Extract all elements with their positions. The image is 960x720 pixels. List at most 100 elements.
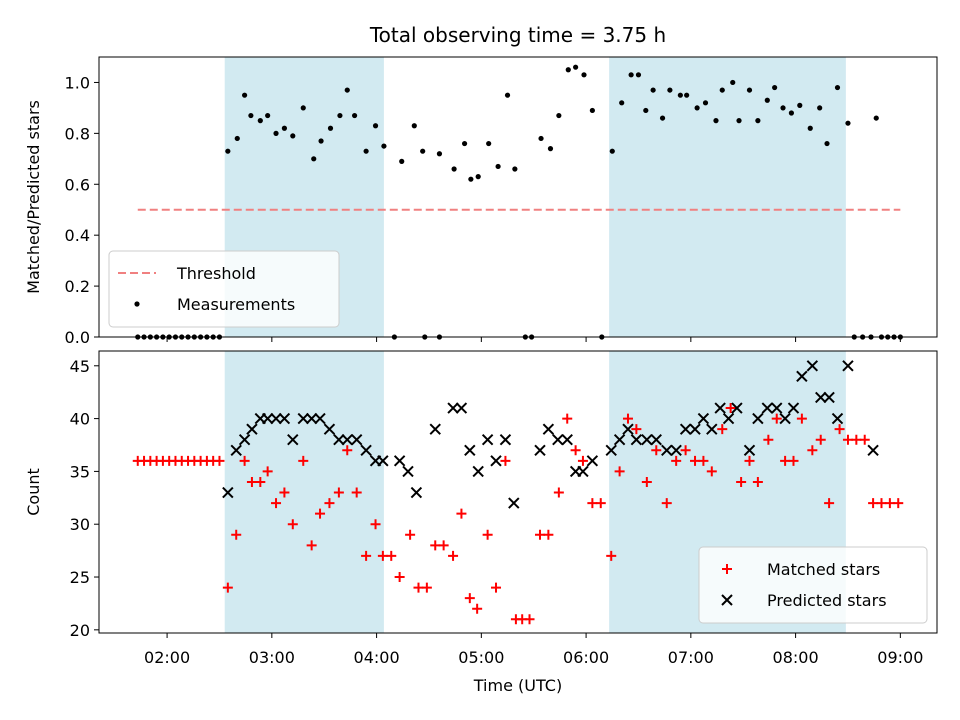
matched-stars-point (377, 550, 388, 561)
matched-stars-point (491, 582, 502, 593)
matched-stars-point (448, 550, 459, 561)
predicted-stars-point (360, 444, 372, 456)
measurements-point (451, 166, 457, 172)
matched-stars-point (842, 434, 853, 445)
measurements-point (824, 140, 830, 147)
legend: Threshold Measurements (108, 250, 340, 328)
y-tick-label: 0.0 (65, 328, 90, 347)
measurements-point (788, 110, 794, 116)
measurements-point (643, 107, 649, 114)
matched-stars-point (315, 508, 326, 519)
x-tick-label: 03:00 (249, 648, 295, 667)
legend-label: Measurements (177, 295, 295, 314)
matched-stars-point (324, 498, 335, 509)
predicted-stars-point (605, 444, 617, 456)
measurements-point (684, 92, 690, 98)
measurements-point (318, 138, 324, 144)
matched-stars-point (456, 508, 467, 519)
measurements-point (667, 87, 673, 93)
measurements-point (573, 64, 579, 70)
predicted-stars-point (771, 402, 783, 414)
predicted-stars-point (831, 412, 844, 425)
measurements-point (730, 79, 736, 86)
y-tick-label: 25 (70, 568, 90, 587)
measurements-point (677, 92, 683, 98)
y-tick-label: 20 (70, 621, 90, 640)
matched-stars-point (725, 403, 736, 414)
matched-stars-point (641, 476, 652, 487)
predicted-stars-point (796, 370, 808, 383)
measurements-point (495, 163, 501, 170)
predicted-stars-point (499, 434, 512, 446)
measurements-point (461, 140, 468, 147)
matched-stars-point (464, 593, 475, 604)
measurements-point (719, 87, 725, 93)
matched-stars-point (553, 487, 564, 498)
measurements-point (797, 102, 803, 108)
matched-stars-point (796, 413, 807, 424)
x-tick-label: 06:00 (563, 648, 609, 667)
predicted-stars-point (377, 455, 389, 467)
predicted-stars-point (842, 360, 854, 372)
measurements-point (736, 118, 742, 124)
predicted-stars-point (697, 412, 710, 425)
matched-stars-point (763, 434, 774, 445)
matched-stars-point (231, 529, 242, 540)
measurements-point (694, 105, 700, 111)
measurements-point (702, 100, 709, 106)
predicted-stars-point (731, 402, 743, 414)
matched-stars-point (370, 519, 381, 530)
measurements-point (659, 115, 666, 121)
predicted-stars-point (706, 423, 718, 435)
matched-stars-point (306, 540, 317, 551)
ratio-panel: 0.0 0.2 0.4 0.6 0.8 1.0 Matched/Predicted star… (24, 56, 938, 347)
predicted-stars-point (333, 434, 345, 446)
matched-stars-point (534, 529, 545, 540)
matched-stars-point (671, 455, 682, 466)
measurements-point (589, 107, 595, 114)
predicted-stars-point (246, 423, 258, 435)
axes-frame (98, 350, 938, 634)
matched-stars-point (413, 582, 424, 593)
matched-stars-point (851, 434, 862, 445)
chart-title: Total observing time = 3.75 h (369, 23, 666, 47)
predicted-stars-point (447, 402, 459, 414)
measurements-point (248, 112, 254, 119)
matched-stars-point (577, 455, 588, 466)
measurements-point (363, 148, 369, 154)
measurements-point (746, 87, 753, 93)
predicted-stars-point (689, 423, 701, 435)
predicted-stars-point (867, 444, 879, 456)
matched-stars-point (661, 498, 672, 509)
legend-box (108, 250, 340, 328)
matched-stars-point (824, 498, 835, 509)
matched-stars-point (815, 434, 826, 445)
matched-stars-point (788, 455, 799, 466)
measurements-point (337, 112, 343, 119)
matched-stars-point (651, 445, 662, 456)
measurements-point (635, 72, 642, 78)
matched-stars-point (271, 498, 282, 509)
predicted-stars-point (722, 412, 735, 425)
legend-marker (134, 301, 140, 307)
measurements-point (764, 97, 770, 103)
predicted-stars-point (481, 434, 494, 446)
measurements-point (234, 135, 240, 142)
predicted-stars-point (472, 465, 484, 478)
observing-window-shade (609, 57, 846, 337)
matched-stars-point (744, 455, 755, 466)
matched-stars-point (239, 455, 250, 466)
matched-stars-point (351, 487, 362, 498)
predicted-stars-point (402, 465, 414, 478)
y-tick-label: 30 (70, 515, 90, 534)
predicted-stars-point (508, 497, 520, 509)
measurements-point (873, 115, 879, 121)
measurements-point (281, 125, 288, 131)
matched-stars-point (876, 498, 887, 509)
measurements-point (619, 100, 625, 106)
measurements-point (351, 112, 358, 119)
y-tick-label: 40 (70, 410, 90, 429)
predicted-stars-point (490, 455, 502, 467)
y-tick-label: 0.8 (65, 124, 90, 143)
measurements-point (436, 151, 443, 157)
